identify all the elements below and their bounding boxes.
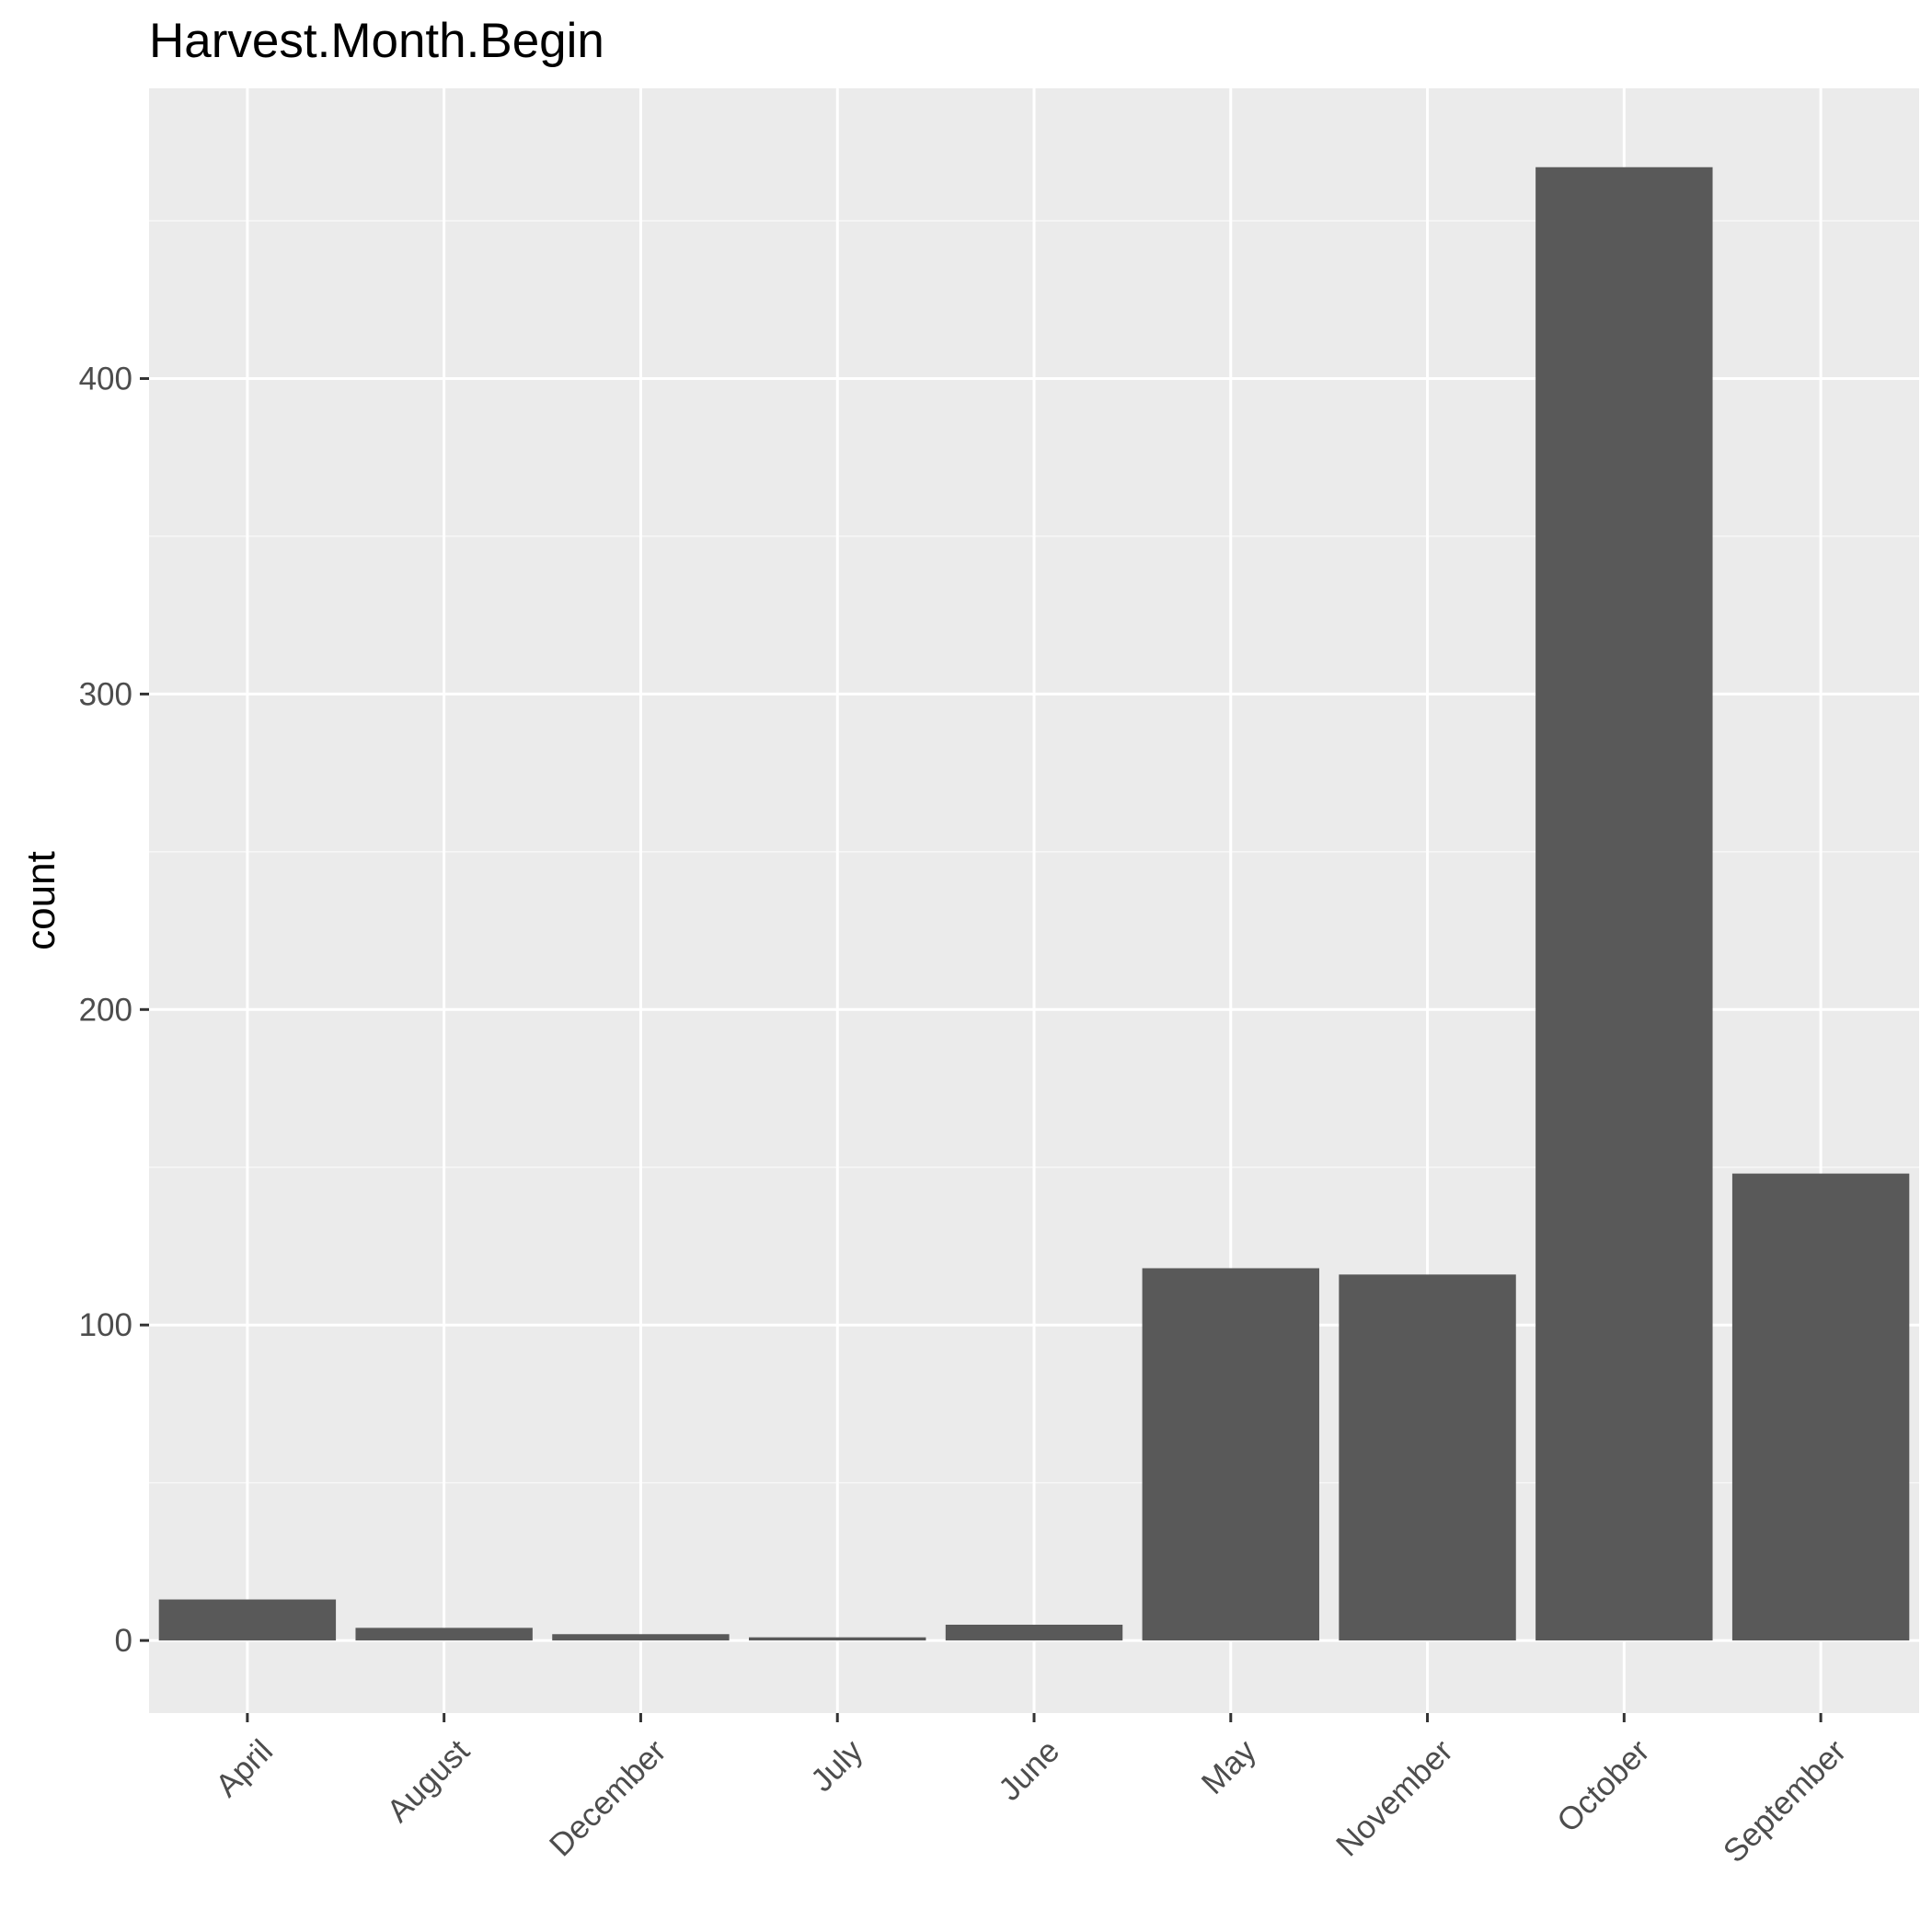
bar-august [355,1627,533,1641]
chart-title: Harvest.Month.Begin [149,14,604,68]
y-tick-label: 0 [115,1623,132,1659]
y-tick-label: 100 [79,1307,132,1343]
bar-july [749,1637,926,1641]
x-tick-label-october: October [1550,1732,1657,1839]
bar-december [552,1634,730,1641]
bars [158,167,1910,1641]
bar-september [1731,1173,1910,1641]
y-tick-label: 300 [79,676,132,712]
x-tick-label-november: November [1329,1732,1460,1863]
x-tick-label-july: July [804,1732,870,1799]
bar-november [1339,1274,1516,1641]
y-axis: 0 100 200 300 400 [79,361,149,1659]
bar-april [158,1599,337,1641]
y-tick-label: 400 [79,361,132,397]
bar-may [1142,1268,1319,1641]
bar-june [945,1624,1123,1641]
x-tick-label-june: June [992,1733,1066,1808]
bar-october [1535,167,1713,1641]
x-tick-label-april: April [209,1733,280,1804]
x-tick-label-september: September [1717,1732,1854,1869]
x-tick-label-december: December [543,1732,673,1863]
x-axis: April August December July June May November Oc… [209,1713,1854,1869]
x-tick-label-may: May [1195,1732,1264,1801]
y-tick-label: 200 [79,992,132,1028]
x-tick-label-august: August [380,1732,477,1829]
y-axis-label: count [18,851,63,950]
